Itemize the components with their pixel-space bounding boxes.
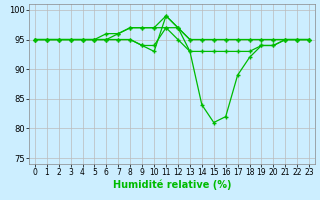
X-axis label: Humidité relative (%): Humidité relative (%): [113, 180, 231, 190]
